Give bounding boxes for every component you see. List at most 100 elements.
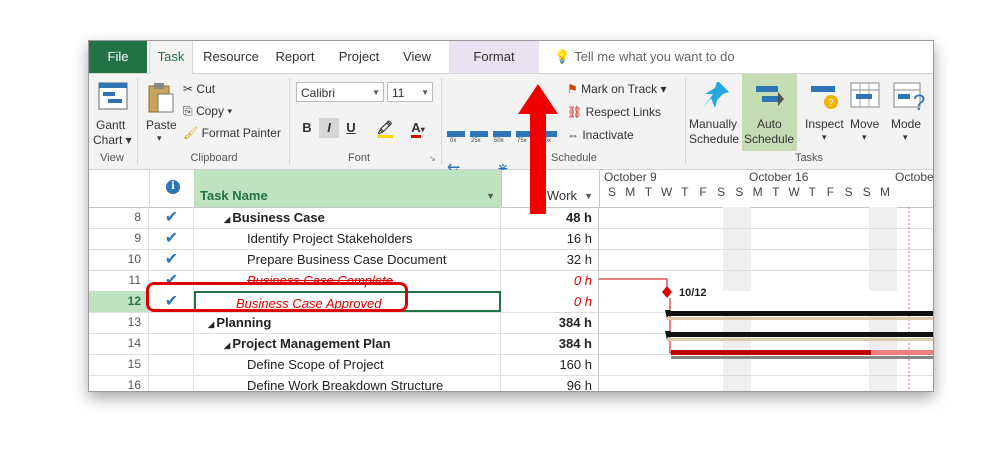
percent-100-button[interactable] xyxy=(539,131,557,137)
move-label: Move xyxy=(850,117,880,131)
row-id-cell[interactable]: 9 xyxy=(89,228,149,249)
timescale-week: October 16 xyxy=(749,170,809,184)
highlight-color-button[interactable]: 🖍 xyxy=(371,118,399,138)
inspect-icon: ? xyxy=(811,86,838,109)
task-name-cell[interactable]: Define Work Breakdown Structure xyxy=(194,375,501,391)
row-id: 8 xyxy=(134,210,141,224)
percent-0-button[interactable] xyxy=(447,131,465,137)
task-name-cell[interactable]: Prepare Business Case Document xyxy=(194,249,501,270)
font-group-label: Font xyxy=(347,152,370,164)
timescale-day: T xyxy=(808,185,816,199)
tab-task[interactable]: Task xyxy=(149,41,193,74)
percent-75-button[interactable] xyxy=(516,131,534,137)
mark-on-track-button[interactable]: ⚑ Mark on Track ▾ xyxy=(567,82,667,96)
task-name-cell[interactable]: ◢ Business Case xyxy=(194,207,501,228)
row-id-cell[interactable]: 14 xyxy=(89,333,149,354)
tab-report[interactable]: Report xyxy=(275,49,315,64)
row-id-cell[interactable]: 16 xyxy=(89,375,149,391)
summary-bar-planning[interactable] xyxy=(667,311,933,316)
gantt-chart-area[interactable]: 10/12 xyxy=(599,207,933,391)
tab-file[interactable]: File xyxy=(89,41,147,73)
row-indicator-cell: ✔ xyxy=(149,228,194,249)
font-size-select[interactable]: 11 ▼ xyxy=(387,82,433,102)
tell-me-search[interactable]: 💡 Tell me what you want to do xyxy=(554,41,735,73)
row-id-cell[interactable]: 10 xyxy=(89,249,149,270)
bold-button[interactable]: B xyxy=(302,120,312,135)
chevron-down-icon[interactable]: ▼ xyxy=(486,191,495,201)
work-cell[interactable]: 96 h xyxy=(501,375,599,391)
row-indicator-cell xyxy=(149,375,194,391)
table-row[interactable]: 15 Define Scope of Project 160 h xyxy=(89,354,933,376)
font-family-select[interactable]: Calibri ▼ xyxy=(296,82,384,102)
split-task-icon[interactable]: ⋇ xyxy=(497,160,509,176)
scissors-icon: ✂ xyxy=(183,82,194,96)
table-row[interactable]: 9 ✔ Identify Project Stakeholders 16 h xyxy=(89,228,933,250)
task-name-cell[interactable]: Define Scope of Project xyxy=(194,354,501,375)
auto-schedule-button[interactable]: Auto Schedule xyxy=(742,74,797,151)
row-id-cell[interactable]: 15 xyxy=(89,354,149,375)
view-group-label: View xyxy=(100,152,124,164)
lightbulb-icon: 💡 xyxy=(554,49,571,64)
row-id-cell[interactable]: 8 xyxy=(89,207,149,228)
row-id-cell[interactable]: 11 xyxy=(89,270,149,291)
timescale-day: M xyxy=(880,185,890,199)
respect-links-button[interactable]: ⛓ Respect Links xyxy=(567,105,661,119)
italic-button[interactable]: I xyxy=(319,118,339,138)
auto-label2: Schedule xyxy=(744,132,795,146)
clipboard-group-label: Clipboard xyxy=(190,152,238,164)
dialog-launcher-icon[interactable]: ↘ xyxy=(429,154,436,163)
task-name-header[interactable]: Task Name ▼ xyxy=(194,170,502,207)
cut-button[interactable]: ✂ Cut xyxy=(183,82,215,96)
select-all-cell[interactable] xyxy=(89,170,150,207)
tab-format[interactable]: Format xyxy=(449,41,539,73)
chevron-down-icon[interactable]: ▼ xyxy=(584,191,593,201)
timescale-day: M xyxy=(625,185,636,199)
row-id: 11 xyxy=(128,273,141,287)
table-row[interactable]: 10 ✔ Prepare Business Case Document 32 h xyxy=(89,249,933,271)
collapse-icon[interactable]: ◢ xyxy=(208,320,217,329)
task-name-cell[interactable]: Identify Project Stakeholders xyxy=(194,228,501,249)
work-cell[interactable]: 48 h xyxy=(501,207,599,228)
milestone-marker[interactable] xyxy=(662,286,672,298)
work-cell[interactable]: 384 h xyxy=(501,312,599,333)
table-row[interactable]: 8 ✔ ◢ Business Case 48 h xyxy=(89,207,933,229)
table-row[interactable]: 13 ◢ Planning 384 h xyxy=(89,312,933,334)
row-id-cell[interactable]: 12 xyxy=(89,291,149,312)
work-cell[interactable]: 384 h xyxy=(501,333,599,354)
task-name-cell[interactable]: ◢ Project Management Plan xyxy=(194,333,501,354)
work-cell[interactable]: 0 h xyxy=(501,270,599,291)
percent-50-button[interactable] xyxy=(493,131,511,137)
row-id: 10 xyxy=(127,252,141,266)
font-color-button[interactable]: A▾ xyxy=(403,118,433,138)
ms-project-window: File Task Resource Report Project View F… xyxy=(88,40,934,392)
summary-bar-pmp[interactable] xyxy=(667,332,933,337)
task-bar-define-scope[interactable] xyxy=(671,350,871,355)
row-id: 15 xyxy=(127,357,141,371)
percent-25-button[interactable] xyxy=(470,131,488,137)
copy-button[interactable]: ⎘ Copy ▾ xyxy=(183,104,233,118)
row-id: 14 xyxy=(127,336,141,350)
row-id-cell[interactable]: 13 xyxy=(89,312,149,333)
timescale-week: October 9 xyxy=(604,170,657,184)
ribbon-tabs: File Task Resource Report Project View F… xyxy=(89,41,933,74)
table-row[interactable]: 14 ◢ Project Management Plan 384 h xyxy=(89,333,933,355)
tab-view[interactable]: View xyxy=(403,49,431,64)
underline-button[interactable]: U xyxy=(346,120,356,135)
gantt-label2: Chart ▾ xyxy=(93,133,132,147)
work-cell[interactable]: 0 h xyxy=(501,291,599,312)
format-painter-button[interactable]: 🖌 Format Painter xyxy=(183,126,281,140)
collapse-icon[interactable]: ◢ xyxy=(224,341,233,350)
inactivate-button[interactable]: ⇔ Inactivate xyxy=(567,128,634,142)
indicators-header[interactable]: i xyxy=(149,170,195,207)
work-header[interactable]: Work ▼ xyxy=(501,170,600,207)
work-cell[interactable]: 160 h xyxy=(501,354,599,375)
table-row[interactable]: 16 Define Work Breakdown Structure 96 h xyxy=(89,375,933,391)
work-cell[interactable]: 32 h xyxy=(501,249,599,270)
tab-resource[interactable]: Resource xyxy=(203,49,259,64)
task-name-cell[interactable]: ◢ Planning xyxy=(194,312,501,333)
work-cell[interactable]: 16 h xyxy=(501,228,599,249)
tab-project[interactable]: Project xyxy=(338,49,380,64)
collapse-icon[interactable]: ◢ xyxy=(224,215,233,224)
timescale-day: F xyxy=(826,185,835,199)
